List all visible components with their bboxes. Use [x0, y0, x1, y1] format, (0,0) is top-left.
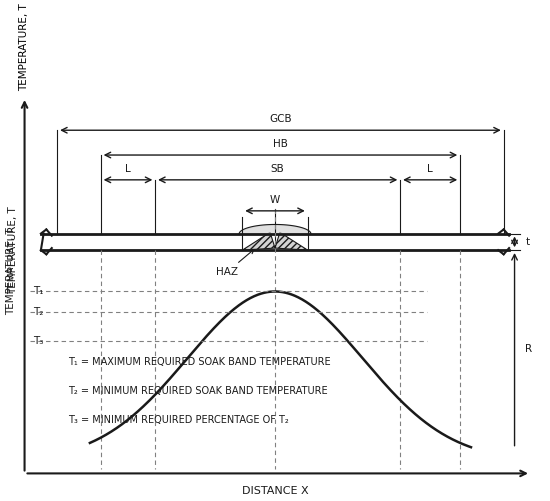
Text: T₂ = MINIMUM REQUIRED SOAK BAND TEMPERATURE: T₂ = MINIMUM REQUIRED SOAK BAND TEMPERAT… — [68, 386, 328, 396]
Text: SB: SB — [271, 164, 284, 174]
Text: T₁: T₁ — [32, 287, 43, 297]
Text: L: L — [427, 164, 433, 174]
Polygon shape — [243, 232, 275, 250]
Text: T₁ = MAXIMUM REQUIRED SOAK BAND TEMPERATURE: T₁ = MAXIMUM REQUIRED SOAK BAND TEMPERAT… — [68, 357, 331, 367]
Text: t: t — [525, 237, 530, 247]
Text: HB: HB — [273, 139, 288, 149]
Polygon shape — [275, 232, 307, 250]
Text: L: L — [125, 164, 131, 174]
Text: R: R — [525, 344, 532, 354]
Text: HAZ: HAZ — [216, 249, 254, 277]
Text: T₃ = MINIMUM REQUIRED PERCENTAGE OF T₂: T₃ = MINIMUM REQUIRED PERCENTAGE OF T₂ — [68, 415, 289, 425]
Text: GCB: GCB — [269, 114, 292, 124]
Text: TEMPERATURE, T: TEMPERATURE, T — [6, 227, 16, 315]
Text: TEMPERATURE, T: TEMPERATURE, T — [8, 206, 18, 294]
Text: DISTANCE X: DISTANCE X — [241, 486, 309, 496]
Text: T₃: T₃ — [32, 336, 43, 346]
Text: W: W — [270, 195, 280, 204]
Text: T₂: T₂ — [32, 307, 43, 317]
Text: TEMPERATURE, T: TEMPERATURE, T — [20, 3, 30, 91]
